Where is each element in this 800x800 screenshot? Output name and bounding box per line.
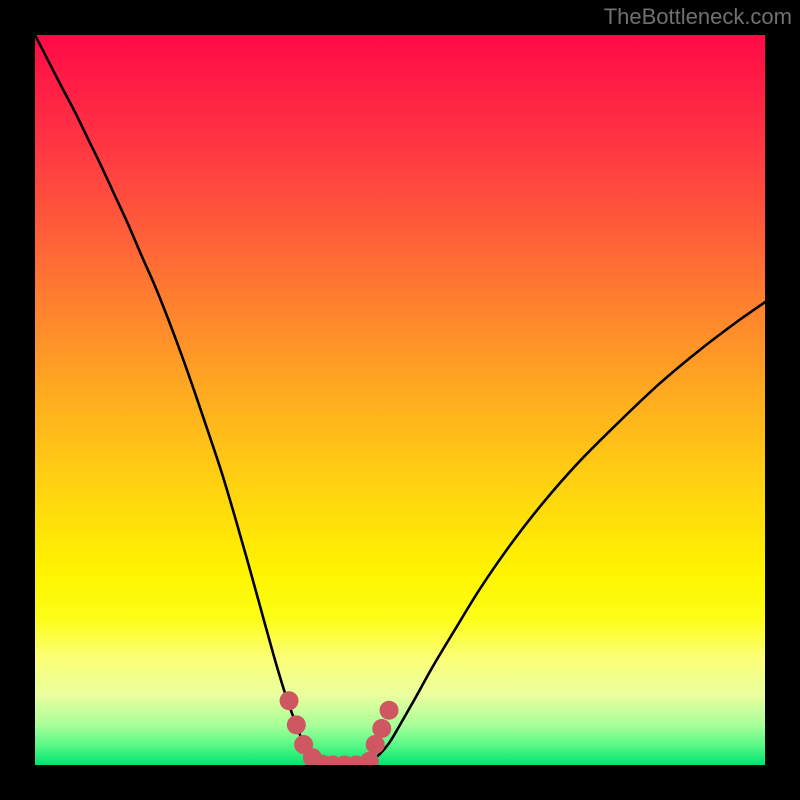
highlight-dot	[280, 691, 299, 710]
plot-area	[35, 35, 765, 765]
watermark-text: TheBottleneck.com	[604, 4, 792, 30]
chart-svg	[35, 35, 765, 765]
chart-frame: TheBottleneck.com	[0, 0, 800, 800]
highlight-dot	[372, 719, 391, 738]
gradient-background	[35, 35, 765, 765]
highlight-dot	[287, 715, 306, 734]
highlight-dot	[380, 701, 399, 720]
